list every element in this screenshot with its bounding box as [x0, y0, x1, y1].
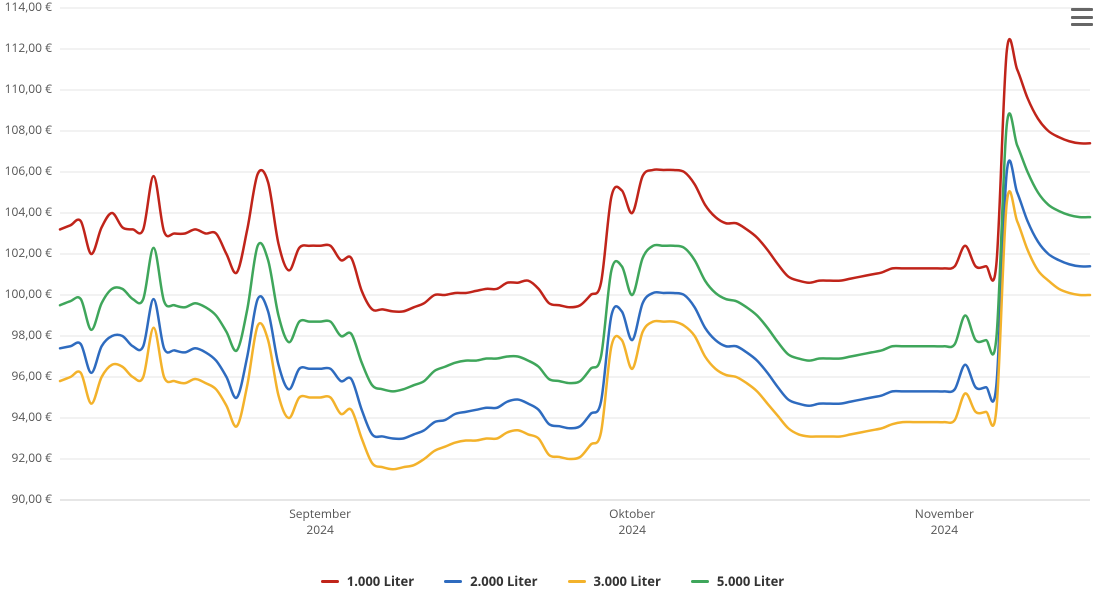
chart-svg: 90,00 € 92,00 € 94,00 € 96,00 € 98,00 € 100,0… [0, 0, 1105, 602]
y-tick-label: 92,00 € [11, 449, 52, 466]
series-line[interactable] [60, 113, 1090, 391]
x-tick-label: November [915, 505, 974, 522]
chart-legend: 1.000 Liter 2.000 Liter 3.000 Liter 5.000 L… [0, 572, 1105, 590]
legend-label: 1.000 Liter [347, 572, 414, 590]
x-tick-sublabel: 2024 [306, 521, 334, 538]
y-tick-label: 106,00 € [5, 162, 53, 179]
y-tick-label: 108,00 € [5, 121, 53, 138]
hamburger-bar [1071, 8, 1093, 11]
y-tick-label: 90,00 € [11, 490, 52, 507]
legend-swatch [444, 580, 462, 583]
legend-swatch [568, 580, 586, 583]
y-tick-label: 114,00 € [5, 0, 53, 15]
x-tick-label: Oktober [609, 505, 655, 522]
y-tick-label: 100,00 € [5, 285, 53, 302]
x-tick-sublabel: 2024 [931, 521, 959, 538]
y-tick-label: 112,00 € [5, 39, 53, 56]
legend-item[interactable]: 5.000 Liter [691, 572, 784, 590]
legend-swatch [691, 580, 709, 583]
legend-item[interactable]: 3.000 Liter [568, 572, 661, 590]
legend-label: 5.000 Liter [717, 572, 784, 590]
y-tick-label: 96,00 € [11, 367, 52, 384]
chart-menu-button[interactable] [1071, 8, 1093, 26]
hamburger-bar [1071, 23, 1093, 26]
y-tick-label: 104,00 € [5, 203, 53, 220]
y-tick-label: 110,00 € [5, 80, 53, 97]
series-line[interactable] [60, 39, 1090, 312]
price-chart: 90,00 € 92,00 € 94,00 € 96,00 € 98,00 € 100,0… [0, 0, 1105, 602]
y-tick-label: 94,00 € [11, 408, 52, 425]
legend-label: 2.000 Liter [470, 572, 537, 590]
y-tick-label: 98,00 € [11, 326, 52, 343]
series-line[interactable] [60, 160, 1090, 438]
legend-item[interactable]: 2.000 Liter [444, 572, 537, 590]
legend-item[interactable]: 1.000 Liter [321, 572, 414, 590]
legend-swatch [321, 580, 339, 583]
hamburger-bar [1071, 16, 1093, 19]
legend-label: 3.000 Liter [594, 572, 661, 590]
x-tick-sublabel: 2024 [618, 521, 646, 538]
x-tick-label: September [289, 505, 351, 522]
y-tick-label: 102,00 € [5, 244, 53, 261]
